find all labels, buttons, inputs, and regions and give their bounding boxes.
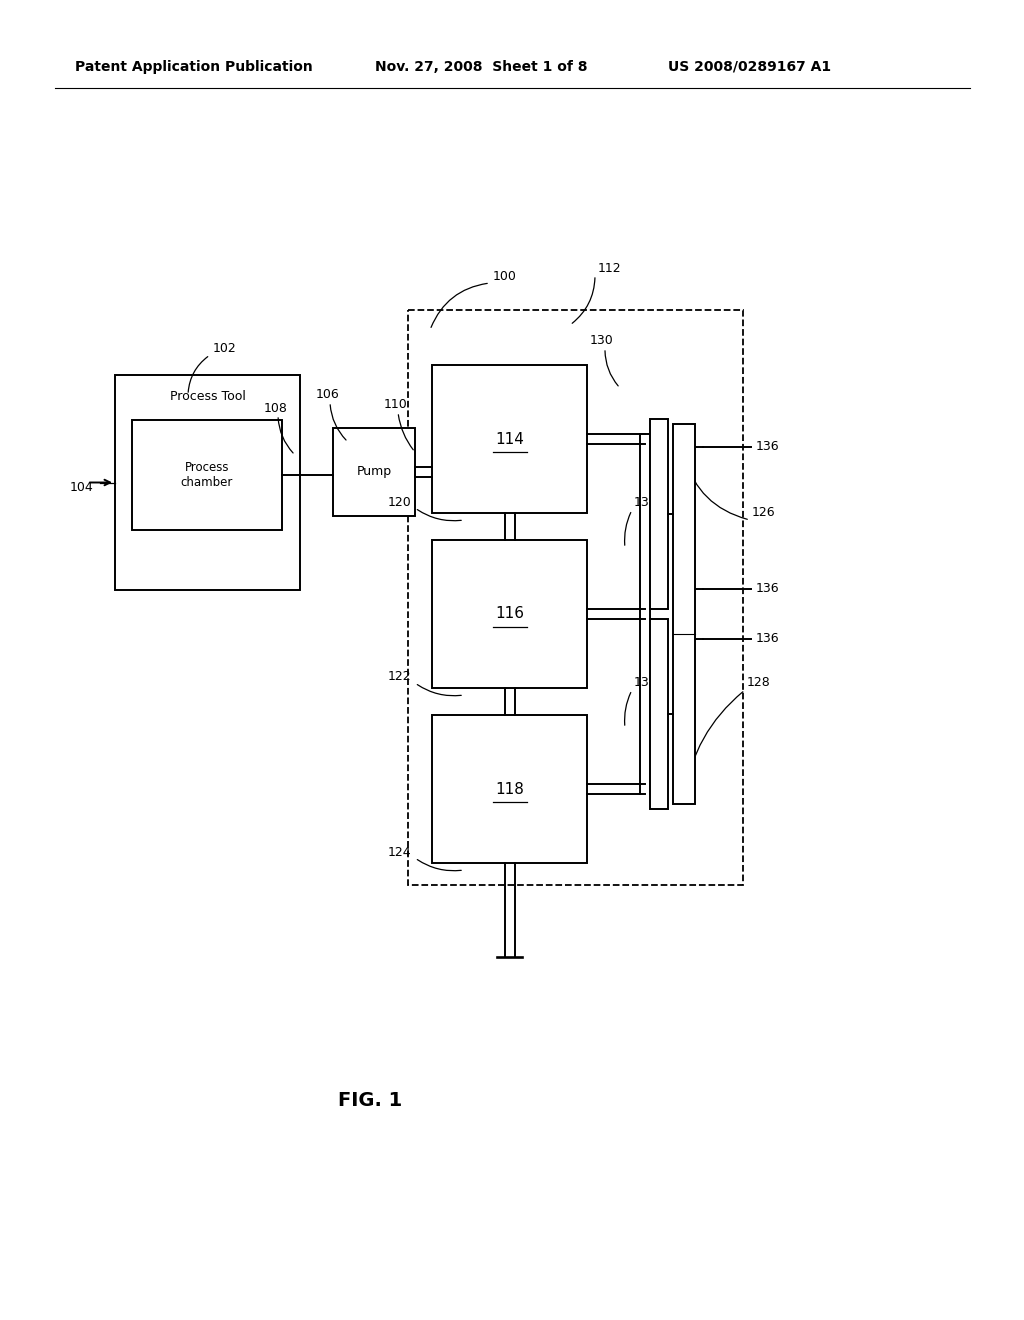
Bar (432, 366, 587, 513)
Text: Process
chamber: Process chamber (181, 461, 233, 488)
Text: 112: 112 (598, 261, 622, 275)
Text: 106: 106 (316, 388, 340, 401)
Text: Patent Application Publication: Patent Application Publication (75, 59, 312, 74)
Text: 114: 114 (495, 432, 524, 446)
Text: 116: 116 (495, 606, 524, 622)
Text: FIG. 1: FIG. 1 (338, 1090, 402, 1110)
Text: 126: 126 (752, 507, 775, 520)
Text: US 2008/0289167 A1: US 2008/0289167 A1 (668, 59, 831, 74)
Bar (432, 715, 587, 863)
Bar (650, 418, 668, 609)
Text: 132: 132 (634, 496, 657, 510)
Text: 120: 120 (388, 495, 412, 508)
Text: 136: 136 (756, 441, 779, 454)
Bar (673, 424, 695, 804)
Text: Nov. 27, 2008  Sheet 1 of 8: Nov. 27, 2008 Sheet 1 of 8 (375, 59, 588, 74)
Bar (333, 428, 415, 516)
Text: 118: 118 (495, 781, 524, 796)
Text: 122: 122 (388, 671, 412, 684)
Text: Process Tool: Process Tool (170, 391, 246, 404)
Text: 134: 134 (634, 676, 657, 689)
Bar (650, 619, 668, 809)
Bar (132, 420, 282, 531)
Text: 100: 100 (493, 269, 517, 282)
Text: 124: 124 (388, 846, 412, 858)
Text: 108: 108 (264, 401, 288, 414)
Bar (408, 310, 743, 884)
Text: 110: 110 (384, 399, 408, 412)
Text: 102: 102 (213, 342, 237, 355)
Bar (432, 540, 587, 688)
Bar (115, 375, 300, 590)
Text: Pump: Pump (356, 466, 391, 479)
Text: 104: 104 (70, 480, 94, 494)
Text: 136: 136 (756, 632, 779, 645)
Text: 130: 130 (590, 334, 613, 346)
Text: 128: 128 (746, 676, 771, 689)
Text: 136: 136 (756, 582, 779, 595)
